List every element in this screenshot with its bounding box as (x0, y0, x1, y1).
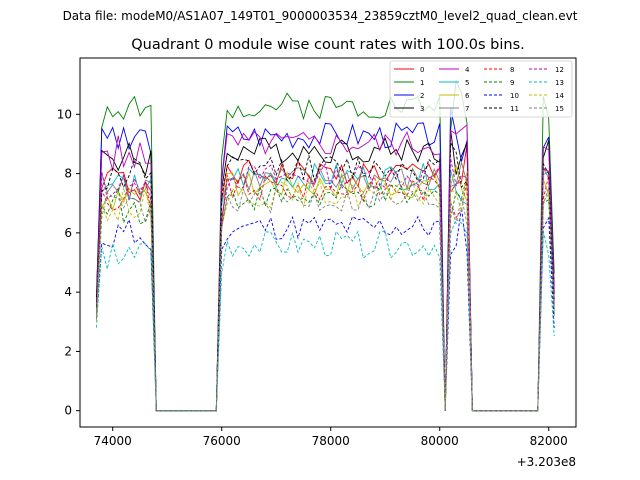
legend-label-12: 12 (555, 66, 564, 74)
series-line-13 (95, 218, 555, 412)
series-line-3 (95, 129, 555, 412)
legend-label-0: 0 (420, 66, 424, 74)
legend-label-6: 6 (465, 92, 470, 100)
series-line-1 (95, 79, 555, 412)
y-tick-label: 2 (64, 344, 72, 358)
x-tick-label: 76000 (203, 434, 241, 448)
legend-label-4: 4 (465, 66, 470, 74)
series-line-5 (95, 162, 555, 412)
series-line-9 (95, 175, 555, 412)
chart-title: Quadrant 0 module wise count rates with … (131, 37, 525, 53)
legend-label-3: 3 (420, 105, 424, 113)
y-tick-label: 0 (64, 404, 72, 418)
x-axis-offset-label: +3.203e8 (517, 455, 576, 469)
legend-label-7: 7 (465, 105, 469, 113)
series-line-0 (95, 144, 555, 412)
legend-label-9: 9 (510, 79, 514, 87)
legend-label-8: 8 (510, 66, 514, 74)
series-line-14 (95, 170, 555, 412)
x-tick-label: 82000 (530, 434, 568, 448)
legend-label-2: 2 (420, 92, 424, 100)
series-line-12 (95, 158, 555, 412)
series-line-8 (95, 174, 555, 412)
y-tick-label: 8 (64, 167, 72, 181)
series-line-7 (95, 160, 555, 412)
series-layer (95, 79, 555, 412)
y-tick-label: 10 (57, 107, 72, 121)
legend-label-11: 11 (510, 105, 519, 113)
legend-label-5: 5 (465, 79, 469, 87)
x-tick-label: 74000 (94, 434, 132, 448)
plot-area (79, 57, 577, 428)
y-tick-label: 6 (64, 226, 72, 240)
series-line-15 (95, 186, 555, 412)
y-tick-label: 4 (64, 285, 72, 299)
chart-suptitle: Data file: modeM0/AS1A07_149T01_90000035… (63, 9, 578, 23)
axes-layer: 74000 76000 78000 80000 82000 0 2 4 6 8 10 (57, 107, 568, 448)
series-line-10 (95, 207, 555, 412)
legend-label-15: 15 (555, 105, 564, 113)
legend-label-14: 14 (555, 92, 564, 100)
legend-label-13: 13 (555, 79, 564, 87)
legend-label-10: 10 (510, 92, 519, 100)
x-tick-label: 78000 (312, 434, 350, 448)
x-tick-label: 80000 (421, 434, 459, 448)
legend-label-1: 1 (420, 79, 424, 87)
legend-box (389, 60, 573, 118)
